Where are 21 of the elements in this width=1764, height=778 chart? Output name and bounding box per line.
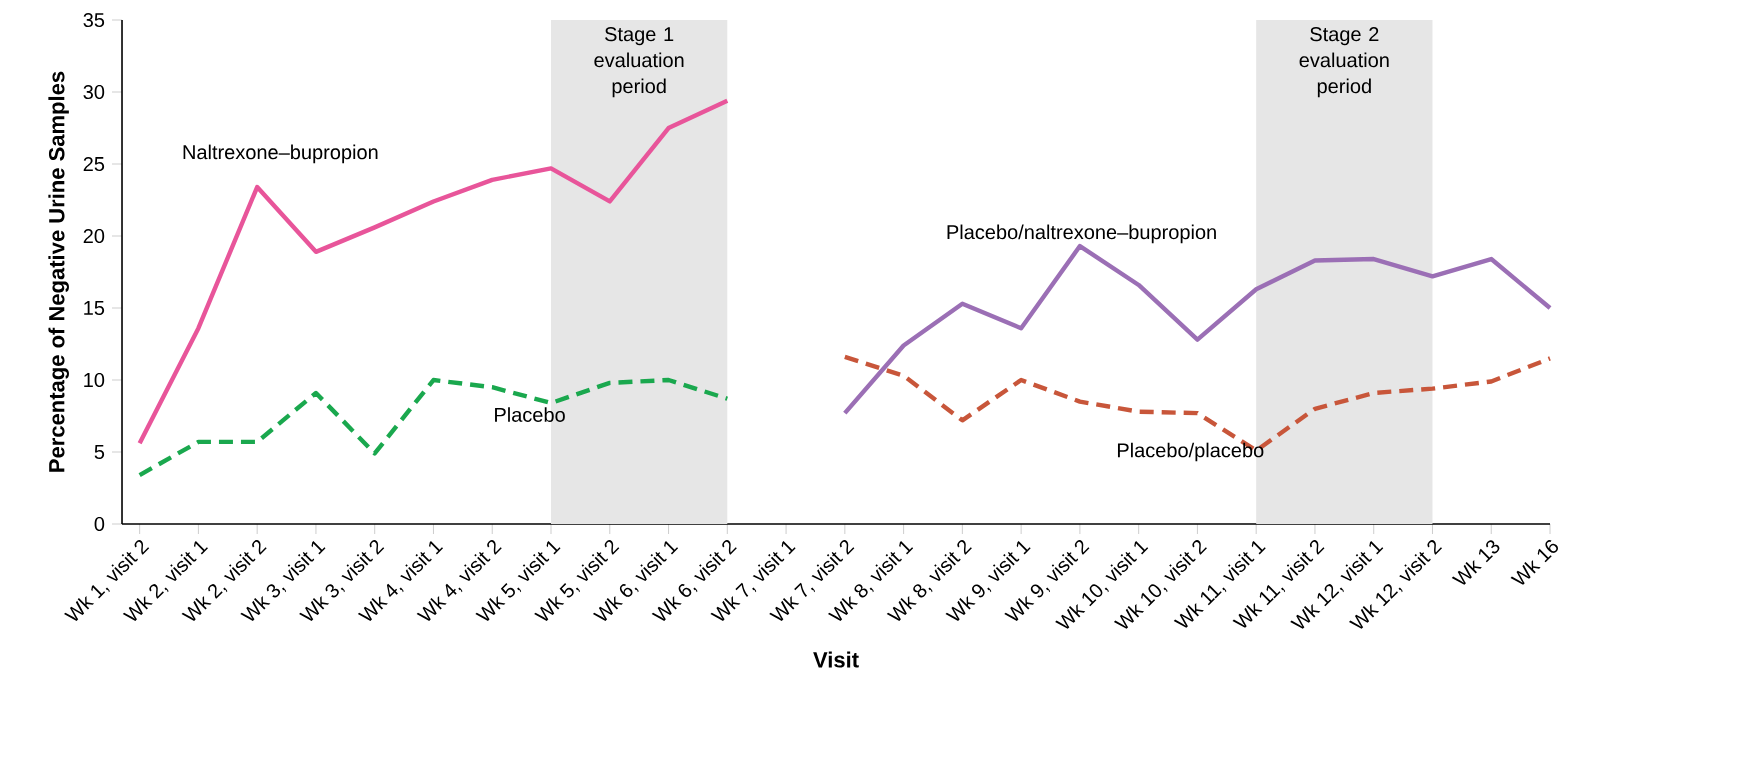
y-tick-label: 35 xyxy=(83,12,105,28)
y-tick-label: 20 xyxy=(83,228,105,244)
x-axis-title: Visit xyxy=(813,651,859,668)
y-tick-label: 5 xyxy=(94,445,105,459)
x-tick-label: Wk 13 xyxy=(1451,540,1500,585)
band-label: Stage 2 evaluation period xyxy=(1299,27,1389,98)
band-label: Stage 1 evaluation period xyxy=(594,27,684,98)
series-label: Placebo xyxy=(495,407,565,422)
y-tick-label: 30 xyxy=(83,84,105,100)
y-tick-label: 0 xyxy=(94,516,105,532)
series-label: Placebo/naltrexone–bupropion xyxy=(947,224,1216,244)
text: Naltrexone–bupropion xyxy=(183,144,378,164)
line-series xyxy=(842,243,1553,416)
y-axis-title: Percentage of Negative Urine Samples xyxy=(48,71,69,472)
line-series xyxy=(137,377,730,478)
series-label: Placebo/placebo xyxy=(1117,442,1264,462)
y-tick-label: 15 xyxy=(84,301,105,315)
line-series xyxy=(137,98,730,446)
y-tick-label: 25 xyxy=(83,156,105,172)
x-tick-label: Wk 16 xyxy=(1510,540,1559,585)
y-tick-label: 10 xyxy=(84,372,105,388)
